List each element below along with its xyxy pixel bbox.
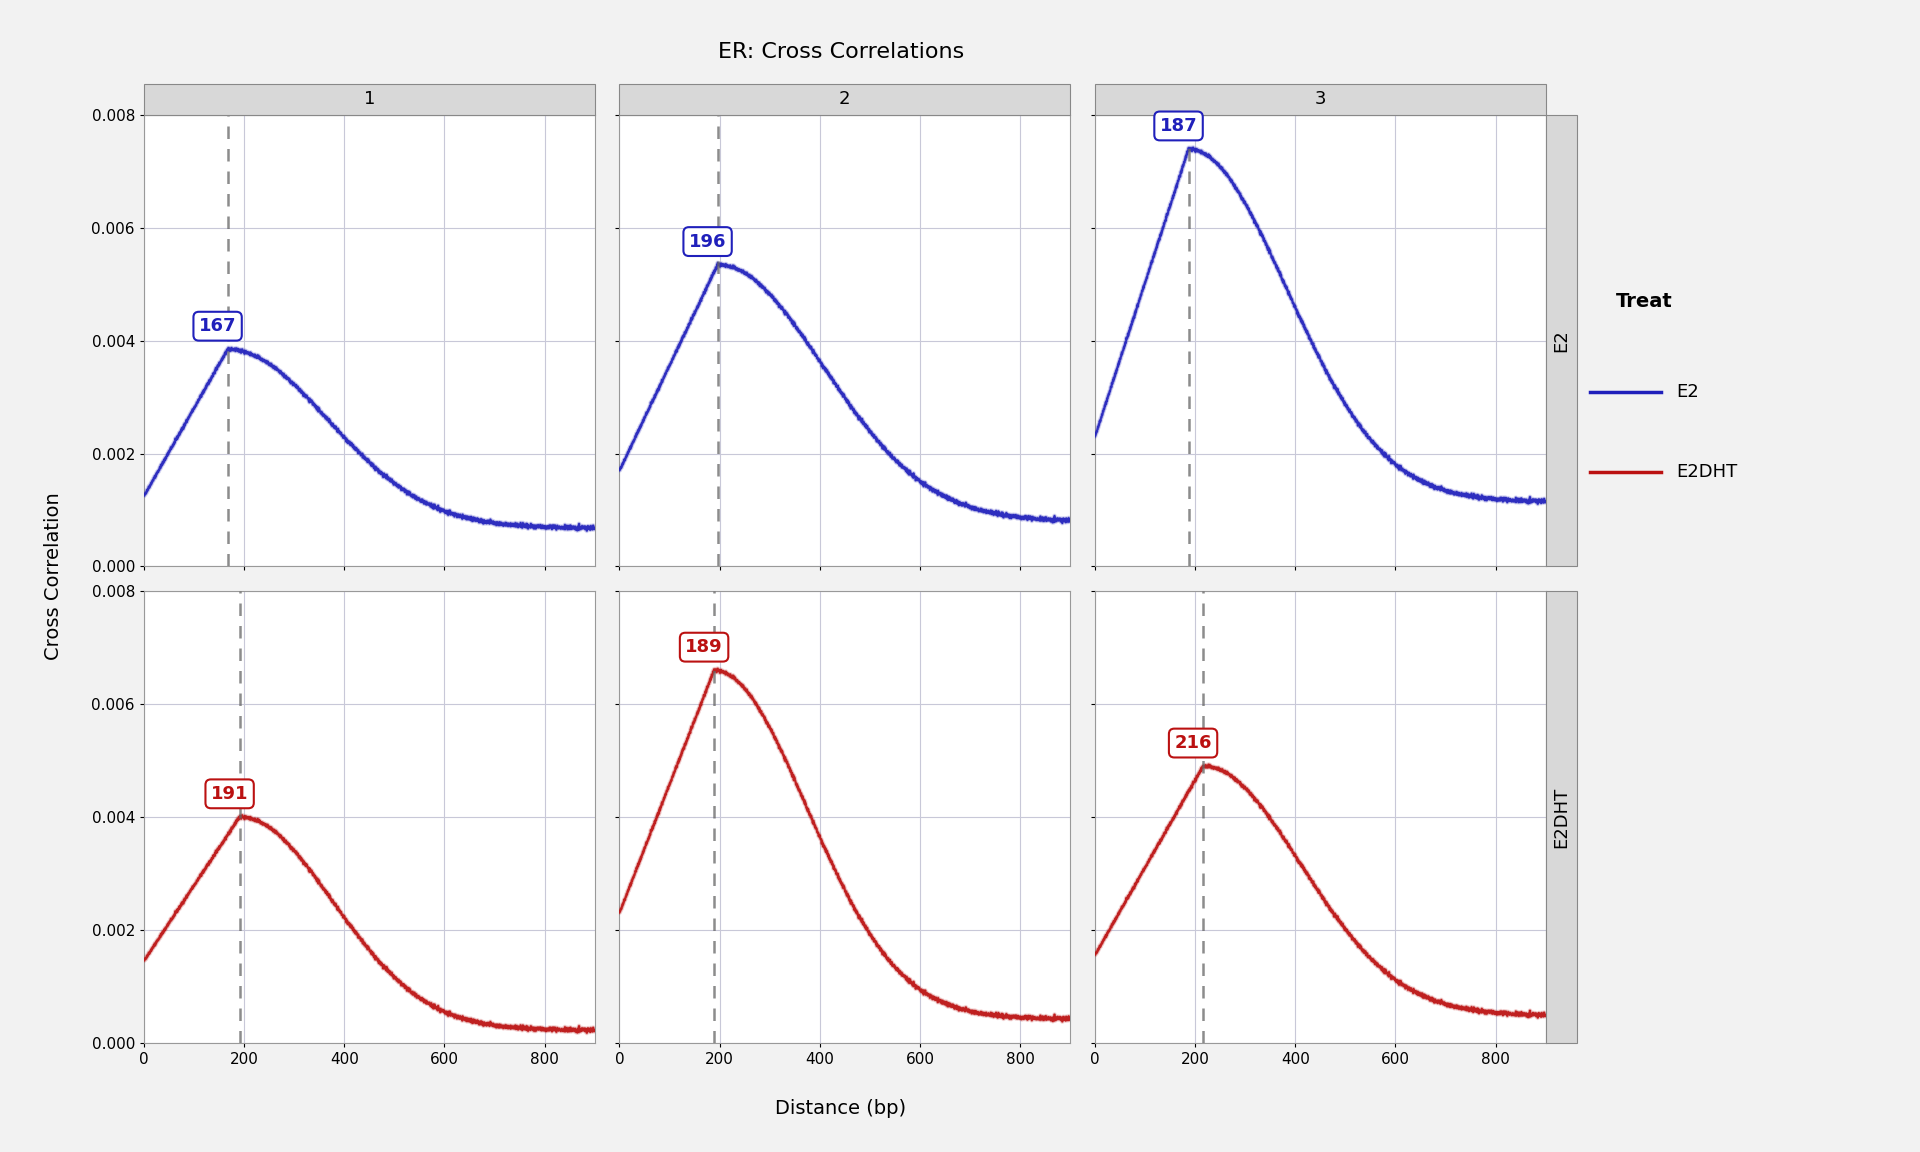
Text: 3: 3 xyxy=(1315,90,1327,108)
Text: 216: 216 xyxy=(1175,734,1212,752)
FancyBboxPatch shape xyxy=(1546,115,1576,567)
Text: Treat: Treat xyxy=(1617,293,1672,311)
Text: ER: Cross Correlations: ER: Cross Correlations xyxy=(718,41,964,62)
FancyBboxPatch shape xyxy=(144,84,595,115)
Text: 2: 2 xyxy=(839,90,851,108)
Text: E2: E2 xyxy=(1553,329,1571,353)
Text: 196: 196 xyxy=(689,233,726,251)
FancyBboxPatch shape xyxy=(1546,591,1576,1043)
FancyBboxPatch shape xyxy=(1094,84,1546,115)
Text: Cross Correlation: Cross Correlation xyxy=(44,492,63,660)
Text: 187: 187 xyxy=(1160,118,1198,135)
Text: E2DHT: E2DHT xyxy=(1676,463,1738,482)
Text: E2DHT: E2DHT xyxy=(1553,787,1571,848)
Text: 1: 1 xyxy=(363,90,374,108)
Text: 191: 191 xyxy=(211,785,248,803)
Text: 189: 189 xyxy=(685,638,724,657)
Text: Distance (bp): Distance (bp) xyxy=(776,1099,906,1117)
FancyBboxPatch shape xyxy=(620,84,1069,115)
Text: E2: E2 xyxy=(1676,382,1699,401)
Text: 167: 167 xyxy=(200,317,236,335)
